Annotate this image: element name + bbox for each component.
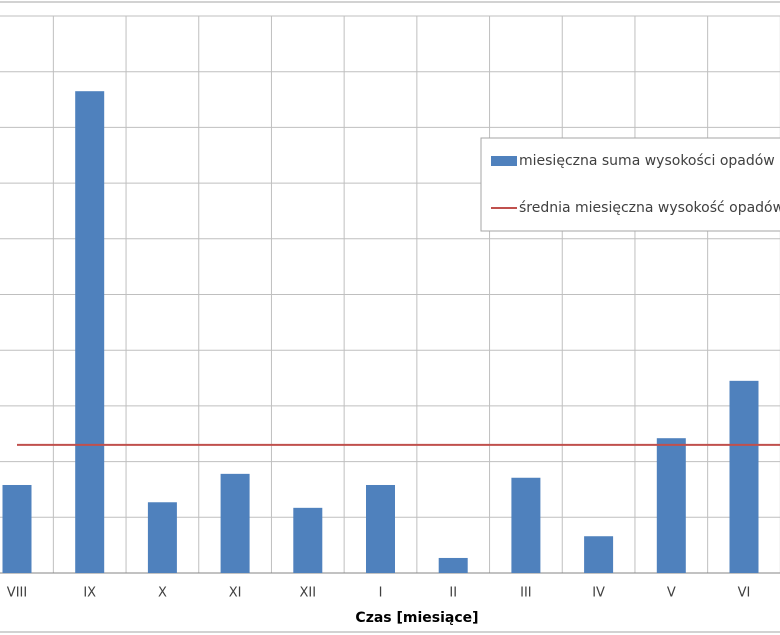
x-tick-label: XII <box>300 586 317 601</box>
bar <box>366 484 395 573</box>
bar <box>438 557 468 573</box>
bar <box>220 473 250 573</box>
bar <box>656 438 686 573</box>
x-tick-label: VIII <box>7 586 27 601</box>
x-tick-label: VI <box>738 586 751 601</box>
bar <box>293 507 323 573</box>
x-tick-label: V <box>667 586 676 601</box>
x-tick-label: XI <box>229 586 242 601</box>
x-axis-title: Czas [miesiące] <box>355 610 478 626</box>
x-tick-label: II <box>449 586 457 601</box>
legend: miesięczna suma wysokości opadów średnia … <box>480 137 780 232</box>
bar <box>729 380 759 573</box>
x-tick-label: III <box>520 586 532 601</box>
bar <box>584 536 614 573</box>
x-tick-label: I <box>379 586 383 601</box>
x-tick-label: X <box>158 586 167 601</box>
bar <box>75 91 105 573</box>
x-tick-label: IV <box>592 586 605 601</box>
x-tick-label: IX <box>83 586 96 601</box>
legend-label: średnia miesięczna wysokość opadów <box>519 200 780 216</box>
bar <box>147 502 177 573</box>
bar <box>2 484 32 573</box>
legend-label: miesięczna suma wysokości opadów <box>519 153 775 169</box>
bar <box>511 477 541 573</box>
legend-swatch <box>491 156 517 166</box>
legend-box <box>480 137 780 232</box>
